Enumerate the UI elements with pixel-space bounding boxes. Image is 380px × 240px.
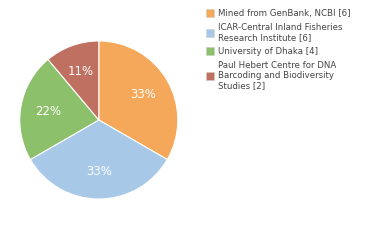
Text: 33%: 33% bbox=[130, 88, 156, 101]
Legend: Mined from GenBank, NCBI [6], ICAR-Central Inland Fisheries
Research Institute [: Mined from GenBank, NCBI [6], ICAR-Centr… bbox=[206, 9, 351, 90]
Wedge shape bbox=[99, 41, 178, 160]
Wedge shape bbox=[48, 41, 99, 120]
Text: 11%: 11% bbox=[68, 65, 94, 78]
Wedge shape bbox=[30, 120, 167, 199]
Text: 33%: 33% bbox=[86, 165, 112, 178]
Text: 22%: 22% bbox=[35, 105, 61, 118]
Wedge shape bbox=[20, 60, 99, 160]
